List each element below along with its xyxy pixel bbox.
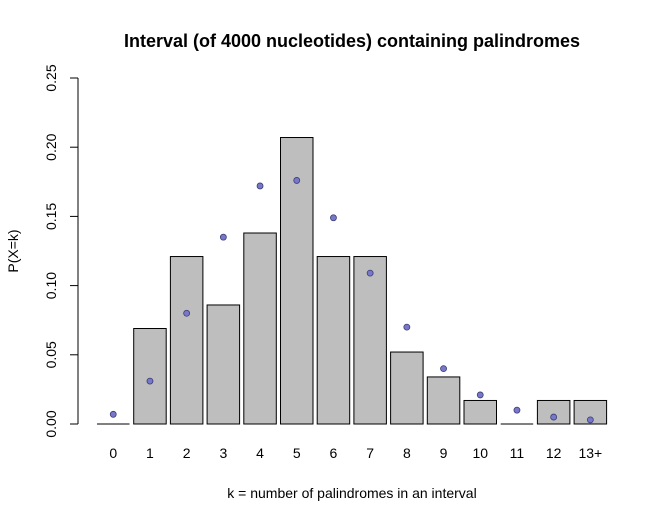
data-point — [146, 377, 154, 385]
bar — [206, 304, 241, 425]
bar — [426, 376, 461, 425]
data-point — [330, 214, 337, 222]
bar — [390, 351, 424, 425]
y-axis-label: P(X=k) — [5, 229, 21, 272]
bar — [353, 256, 387, 425]
bar — [169, 256, 204, 425]
bar — [573, 399, 608, 425]
y-tick-label: 0.05 — [43, 341, 59, 368]
bars — [97, 137, 608, 425]
x-tick-labels: 0 1 2 3 4 5 6 7 8 9 10 11 12 13+ — [109, 445, 602, 461]
data-point — [513, 406, 521, 414]
x-tick-label: 5 — [293, 445, 301, 461]
x-tick-label: 0 — [109, 445, 117, 461]
data-point — [366, 269, 374, 277]
x-tick-label: 10 — [472, 445, 488, 461]
x-tick-label: 11 — [510, 445, 525, 461]
x-tick-label: 7 — [366, 445, 374, 461]
data-point — [256, 182, 264, 190]
y-axis: 0.00 0.05 0.10 0.15 0.20 0.25 — [43, 64, 79, 438]
data-point — [109, 410, 117, 418]
x-tick-label: 9 — [440, 445, 448, 461]
y-tick-label: 0.25 — [43, 64, 59, 91]
data-point — [550, 413, 558, 421]
data-point — [183, 309, 191, 317]
bar — [133, 328, 167, 425]
y-tick-label: 0.10 — [43, 272, 59, 299]
x-tick-label: 12 — [546, 445, 562, 461]
x-tick-label: 8 — [403, 445, 411, 461]
x-tick-label: 13+ — [578, 445, 602, 461]
x-tick-label: 2 — [183, 445, 191, 461]
bar — [463, 399, 497, 425]
x-tick-label: 3 — [219, 445, 227, 461]
x-tick-label: 1 — [146, 445, 154, 461]
bar — [280, 137, 314, 425]
bar — [536, 399, 571, 425]
data-point — [440, 365, 447, 373]
bar — [243, 232, 277, 425]
y-tick-label: 0.00 — [43, 410, 59, 437]
x-tick-label: 4 — [256, 445, 264, 461]
y-tick-label: 0.20 — [43, 133, 59, 160]
data-point — [586, 416, 594, 424]
y-tick-label: 0.15 — [43, 203, 59, 230]
data-point — [403, 323, 411, 331]
data-point — [476, 391, 484, 399]
bar — [316, 256, 351, 425]
x-axis-label: k = number of palindromes in an interval — [227, 485, 476, 501]
points — [109, 177, 594, 424]
data-point — [219, 233, 227, 241]
x-tick-label: 6 — [330, 445, 338, 461]
chart-title: Interval (of 4000 nucleotides) containin… — [124, 31, 580, 51]
data-point — [293, 177, 301, 184]
